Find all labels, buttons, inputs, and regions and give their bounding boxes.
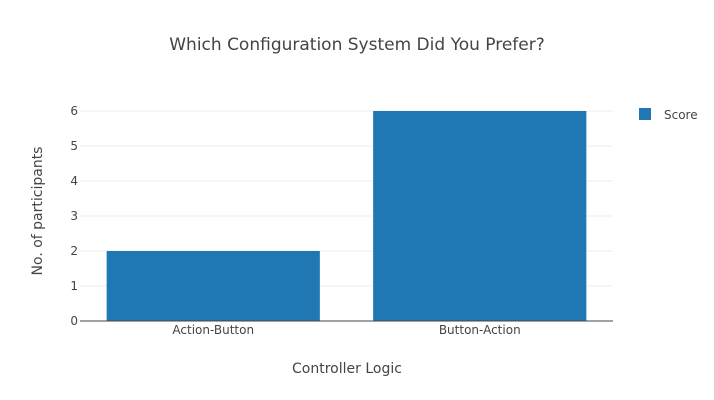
y-tick-labels: 0 1 2 3 4 5 6	[70, 104, 78, 328]
y-tick-label: 2	[70, 244, 78, 258]
bars	[106, 111, 587, 321]
x-tick-labels: Action-Button Button-Action	[172, 323, 520, 337]
x-axis-title: Controller Logic	[292, 361, 402, 377]
y-tick-label: 4	[70, 174, 78, 188]
x-tick-label: Action-Button	[172, 323, 254, 337]
y-axis-title: No. of participants	[30, 147, 46, 276]
y-tick-label: 6	[70, 104, 78, 118]
chart-title: Which Configuration System Did You Prefe…	[169, 35, 545, 55]
y-tick-label: 0	[70, 314, 78, 328]
bar-action-button[interactable]	[106, 251, 320, 321]
legend-swatch-score	[639, 108, 651, 120]
y-tick-label: 1	[70, 279, 78, 293]
bar-button-action[interactable]	[373, 111, 587, 321]
legend-label-score: Score	[664, 108, 698, 122]
x-tick-label: Button-Action	[439, 323, 521, 337]
y-tick-label: 5	[70, 139, 78, 153]
legend[interactable]: Score	[639, 108, 698, 122]
y-tick-label: 3	[70, 209, 78, 223]
